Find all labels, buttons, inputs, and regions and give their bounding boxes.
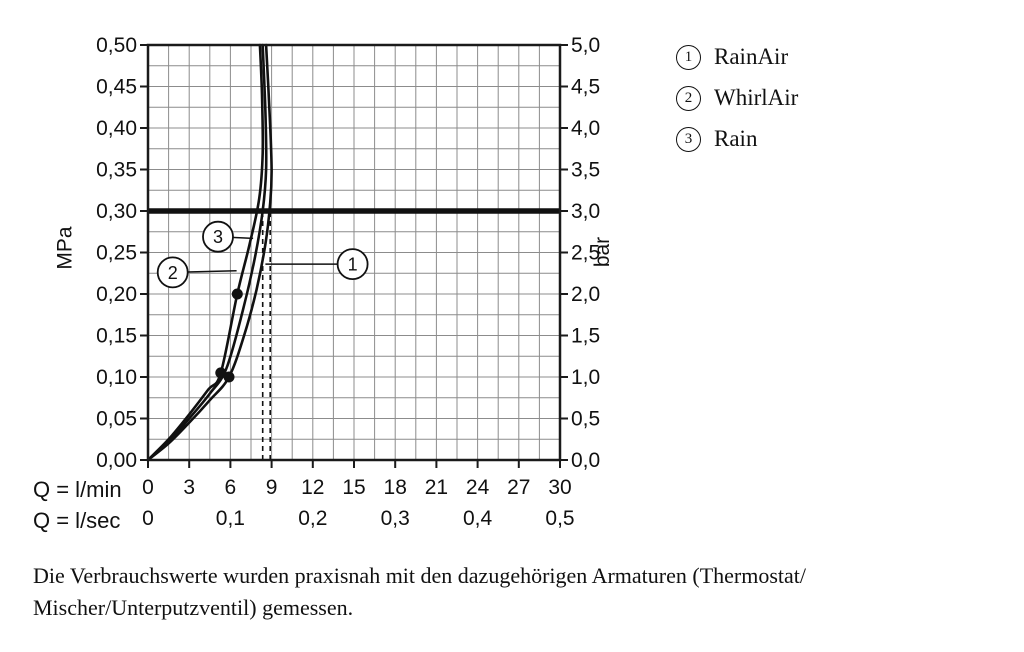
callout-circle-2: 2 [156, 256, 189, 289]
x-lmin-tick-labels: 0 3 6 9 12 15 18 21 24 27 30 [142, 476, 572, 499]
svg-text:0: 0 [142, 507, 154, 530]
svg-text:0,5: 0,5 [545, 507, 574, 530]
svg-text:0,10: 0,10 [96, 366, 137, 389]
svg-text:9: 9 [266, 476, 278, 499]
svg-text:12: 12 [301, 476, 324, 499]
svg-text:0,50: 0,50 [96, 34, 137, 57]
legend-item-whirlair: 2 WhirlAir [676, 85, 798, 111]
legend-number-circle-2: 2 [676, 85, 701, 111]
svg-text:5,0: 5,0 [571, 34, 600, 57]
legend-number-circle-1: 1 [676, 44, 701, 70]
svg-text:0,35: 0,35 [96, 159, 137, 182]
legend-label-whirlair: WhirlAir [714, 85, 799, 110]
svg-text:0,05: 0,05 [96, 408, 137, 431]
x-axis-lsec-label: Q = l/sec [33, 508, 121, 533]
x-axis-lmin-label: Q = l/min [33, 477, 122, 502]
measurement-points [215, 288, 243, 383]
legend-label-rain: Rain [714, 126, 758, 151]
svg-text:0,45: 0,45 [96, 76, 137, 99]
svg-text:3: 3 [183, 476, 195, 499]
svg-text:0,40: 0,40 [96, 117, 137, 140]
svg-text:2: 2 [168, 263, 178, 283]
curve-rainair [146, 43, 273, 462]
caption-line-2: Mischer/Unterputzventil) gemessen. [33, 594, 354, 620]
svg-text:1: 1 [348, 255, 358, 275]
svg-text:0,0: 0,0 [571, 449, 600, 472]
y-axis-right-title: bar [591, 236, 615, 268]
y-left-tick-labels: 0,00 0,05 0,10 0,15 0,20 0,25 0,30 0,35 0,40 0,45… [96, 34, 137, 472]
svg-text:0,2: 0,2 [298, 507, 327, 530]
callout-circle-3: 3 [202, 220, 234, 253]
caption: Die Verbrauchswerte wurden praxisnah mit… [33, 560, 983, 624]
svg-text:1,0: 1,0 [571, 366, 600, 389]
grid [148, 45, 560, 460]
svg-text:4,5: 4,5 [571, 76, 600, 99]
svg-text:6: 6 [225, 476, 237, 499]
svg-text:15: 15 [342, 476, 365, 499]
legend-item-rain: 3 Rain [676, 126, 798, 152]
svg-text:0,30: 0,30 [96, 200, 137, 223]
caption-line-1: Die Verbrauchswerte wurden praxisnah mit… [33, 563, 806, 588]
legend-number-circle-3: 3 [676, 126, 701, 152]
svg-text:18: 18 [384, 476, 407, 499]
svg-text:3,0: 3,0 [571, 200, 600, 223]
svg-text:0,25: 0,25 [96, 242, 137, 265]
svg-text:21: 21 [425, 476, 448, 499]
legend-label-rainair: RainAir [714, 44, 789, 69]
svg-text:4,0: 4,0 [571, 117, 600, 140]
svg-text:2,5: 2,5 [571, 242, 600, 265]
axis-tick-marks [140, 44, 568, 468]
dashed-flow-lines [261, 206, 272, 460]
svg-text:0,20: 0,20 [96, 283, 137, 306]
svg-text:0,5: 0,5 [571, 408, 600, 431]
svg-text:3,5: 3,5 [571, 159, 600, 182]
y-axis-left-title: MPa [53, 226, 77, 270]
x-lsec-tick-labels: 0 0,1 0,2 0,3 0,4 0,5 [142, 507, 574, 530]
svg-text:1,5: 1,5 [571, 325, 600, 348]
y-right-tick-labels: 0,0 0,5 1,0 1,5 2,0 2,5 3,0 3,5 4,0 4,5 5,0 [571, 34, 600, 472]
svg-text:27: 27 [507, 476, 530, 499]
svg-text:0,3: 0,3 [381, 507, 410, 530]
svg-text:24: 24 [466, 476, 490, 499]
svg-text:3: 3 [213, 227, 223, 247]
callout-circle-1: 1 [336, 248, 369, 281]
legend-item-rainair: 1 RainAir [676, 44, 798, 70]
legend: 1 RainAir 2 WhirlAir 3 Rain [676, 44, 798, 167]
svg-text:0,1: 0,1 [216, 507, 245, 530]
svg-text:0,00: 0,00 [96, 449, 137, 472]
svg-text:2,0: 2,0 [571, 283, 600, 306]
svg-text:30: 30 [548, 476, 571, 499]
svg-text:0,4: 0,4 [463, 507, 493, 530]
curve-rain [146, 43, 268, 462]
svg-text:0,15: 0,15 [96, 325, 137, 348]
svg-text:0: 0 [142, 476, 154, 499]
